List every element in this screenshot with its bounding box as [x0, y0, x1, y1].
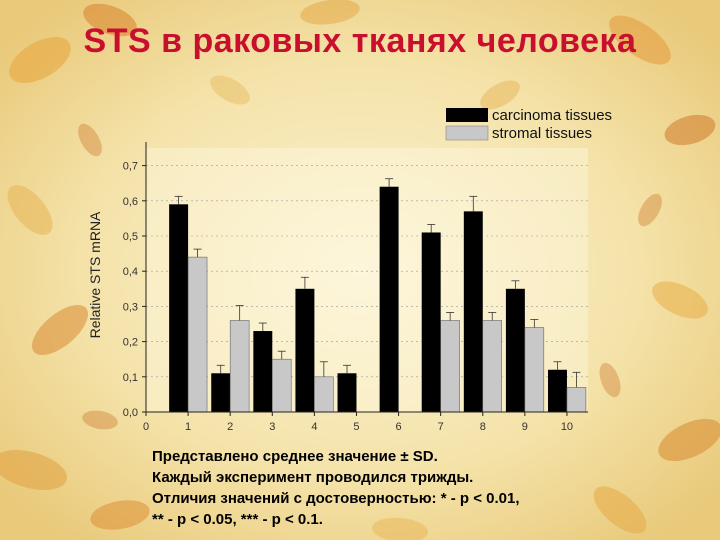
legend-label-stromal: stromal tissues: [492, 125, 592, 142]
x-tick-label: 6: [396, 421, 402, 433]
y-axis-label: Relative STS mRNA: [87, 211, 103, 338]
bar-stromal-1: [187, 256, 208, 413]
bar-stromal-9: [524, 327, 545, 413]
x-tick-label: 0: [143, 421, 149, 433]
bar-stromal-2: [229, 320, 250, 413]
bar-stromal-4: [314, 376, 334, 413]
bar-carcinoma-1: [169, 204, 189, 412]
x-tick-label: 5: [353, 421, 359, 433]
y-tick-label: 0,1: [123, 372, 138, 384]
x-tick-label: 9: [522, 421, 528, 433]
y-tick-label: 0,3: [123, 301, 138, 313]
x-tick-label: 3: [269, 421, 275, 433]
x-tick-label: 1: [185, 421, 191, 433]
bar-carcinoma-7: [421, 232, 441, 412]
bar-carcinoma-2: [211, 373, 231, 412]
bar-stromal-8: [482, 320, 503, 413]
bar-carcinoma-5: [337, 373, 357, 412]
y-tick-label: 0,0: [123, 407, 138, 419]
legend: carcinoma tissues stromal tissues: [445, 107, 612, 142]
bar-stromal-3: [271, 358, 292, 413]
caption: Представлено среднее значение ± SD. Кажд…: [152, 446, 712, 530]
y-axis-label-text: Relative STS mRNA: [87, 211, 103, 338]
bar-carcinoma-8: [463, 211, 483, 412]
axes-group: 0,0 0,1 0,2 0,3 0,4 0,5 0,6 0,7 0 1 2 3 4 5 6 7 8 9 10: [123, 142, 588, 433]
x-tick-label: 4: [311, 421, 317, 433]
bar-stromal-7: [440, 320, 460, 413]
bar-carcinoma-6: [379, 186, 399, 412]
y-tick-label: 0,7: [123, 161, 138, 173]
y-tick-label: 0,4: [123, 266, 138, 278]
bar-carcinoma-10: [548, 369, 567, 412]
bar-carcinoma-3: [253, 331, 273, 412]
bars-group: [169, 178, 587, 413]
slide-title: STS в раковых тканях человека: [83, 22, 637, 60]
x-tick-label: 7: [438, 421, 444, 433]
y-tick-label: 0,5: [123, 231, 138, 243]
bar-stromal-10: [566, 387, 587, 413]
bar-carcinoma-9: [505, 288, 525, 412]
caption-line-4: ** - p < 0.05, *** - p < 0.1.: [152, 511, 323, 528]
legend-swatch-carcinoma: [446, 108, 488, 122]
caption-line-3: Отличия значений с достоверностью: * - p…: [152, 490, 520, 507]
x-tick-label: 8: [480, 421, 486, 433]
y-tick-label: 0,6: [123, 196, 138, 208]
x-tick-label: 10: [561, 421, 573, 433]
legend-label-carcinoma: carcinoma tissues: [492, 107, 612, 124]
legend-swatch-stromal: [445, 125, 489, 141]
y-tick-label: 0,2: [123, 337, 138, 349]
x-tick-label: 2: [227, 421, 233, 433]
bar-carcinoma-4: [295, 288, 315, 412]
caption-line-2: Каждый эксперимент проводился трижды.: [152, 469, 474, 486]
caption-line-1: Представлено среднее значение ± SD.: [152, 448, 438, 465]
